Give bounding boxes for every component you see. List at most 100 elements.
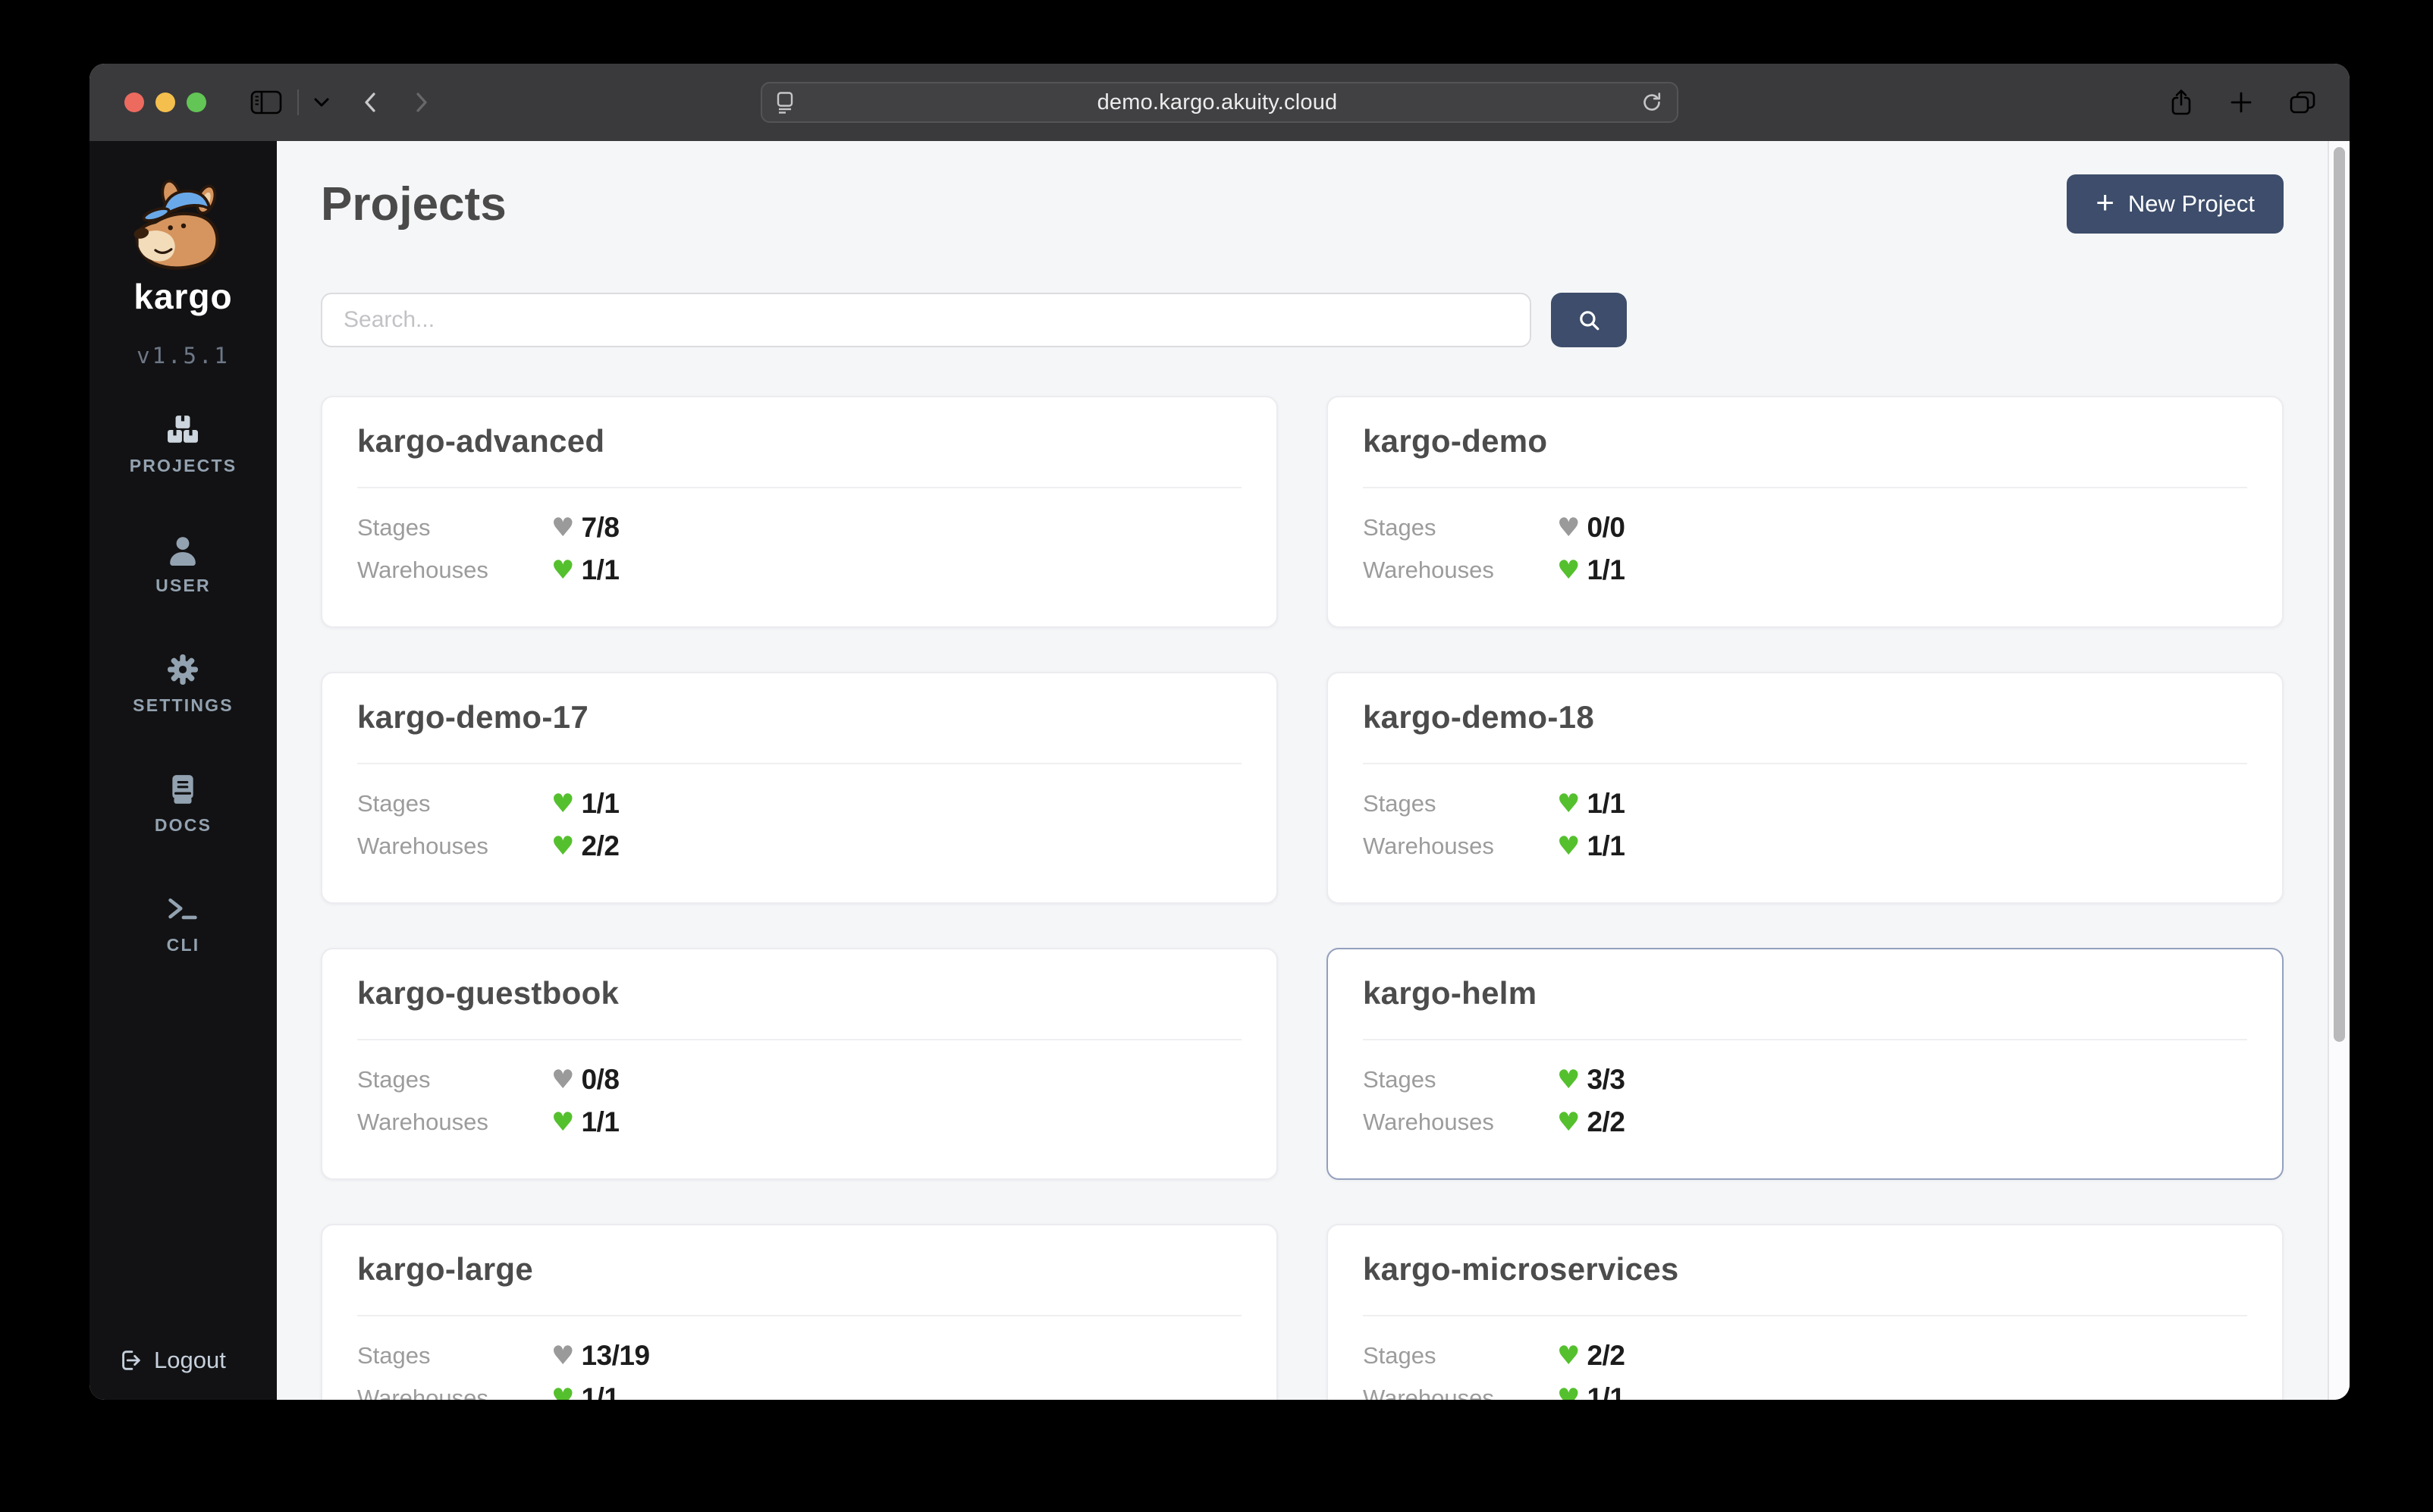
warehouses-stat: Warehouses ♥ 1/1 bbox=[357, 1101, 1242, 1143]
browser-window: demo.kargo.akuity.cloud bbox=[89, 64, 2350, 1400]
stages-stat: Stages ♥ 7/8 bbox=[357, 507, 1242, 549]
warehouses-label: Warehouses bbox=[1363, 833, 1494, 859]
projects-grid: kargo-advanced Stages ♥ 7/8 Warehouses ♥ 1… bbox=[321, 396, 2284, 1400]
heart-icon: ♥ bbox=[1557, 1341, 1581, 1371]
project-name: kargo-advanced bbox=[357, 423, 605, 459]
back-button[interactable] bbox=[364, 93, 376, 112]
user-icon bbox=[170, 537, 196, 566]
stages-label: Stages bbox=[357, 790, 431, 817]
stages-stat: Stages ♥ 0/0 bbox=[1363, 507, 2247, 549]
search-icon bbox=[1580, 311, 1600, 331]
app-body: kargo v1.5.1 PROJECTS bbox=[89, 141, 2350, 1400]
scrollbar-track[interactable] bbox=[2328, 141, 2350, 1400]
warehouses-stat: Warehouses ♥ 1/1 bbox=[1363, 549, 2247, 591]
stages-value: 0/8 bbox=[581, 1064, 620, 1095]
sidebar-item-cli[interactable]: CLI bbox=[167, 893, 200, 955]
heart-icon: ♥ bbox=[551, 555, 575, 585]
warehouses-stat: Warehouses ♥ 2/2 bbox=[1363, 1101, 2247, 1143]
sidebar-item-projects[interactable]: PROJECTS bbox=[130, 414, 237, 476]
warehouses-label: Warehouses bbox=[1363, 1385, 1494, 1400]
project-card[interactable]: kargo-microservices Stages ♥ 2/2 Warehous… bbox=[1326, 1224, 2284, 1400]
traffic-lights bbox=[124, 93, 206, 112]
sidebar-item-settings[interactable]: SETTINGS bbox=[133, 654, 234, 716]
warehouses-label: Warehouses bbox=[357, 1385, 488, 1400]
new-tab-button[interactable] bbox=[2230, 91, 2252, 114]
scrollbar-thumb[interactable] bbox=[2334, 147, 2345, 1042]
project-card[interactable]: kargo-advanced Stages ♥ 7/8 Warehouses ♥ 1… bbox=[321, 396, 1278, 628]
page-title: Projects bbox=[321, 177, 507, 231]
warehouses-label: Warehouses bbox=[357, 1109, 488, 1135]
sidebar-item-user[interactable]: USER bbox=[155, 534, 211, 596]
plus-icon bbox=[2231, 92, 2252, 113]
stages-stat: Stages ♥ 1/1 bbox=[1363, 783, 2247, 825]
sidebar-item-label: USER bbox=[155, 576, 211, 595]
project-name: kargo-helm bbox=[1363, 975, 1537, 1011]
project-card[interactable]: kargo-large Stages ♥ 13/19 Warehouses ♥ 1/… bbox=[321, 1224, 1278, 1400]
address-bar[interactable]: demo.kargo.akuity.cloud bbox=[761, 82, 1678, 123]
sidebar: kargo v1.5.1 PROJECTS bbox=[89, 141, 277, 1400]
page-header: Projects + New Project bbox=[321, 174, 2284, 234]
stages-stat: Stages ♥ 2/2 bbox=[1363, 1335, 2247, 1377]
card-divider bbox=[357, 1039, 1242, 1040]
new-project-button[interactable]: + New Project bbox=[2067, 174, 2284, 234]
reader-icon bbox=[777, 92, 793, 114]
chevron-left-icon bbox=[365, 93, 375, 112]
stages-label: Stages bbox=[1363, 514, 1436, 541]
heart-icon: ♥ bbox=[1557, 1383, 1581, 1400]
kargo-logo[interactable]: kargo bbox=[127, 179, 240, 317]
toolbar-right bbox=[2169, 64, 2316, 141]
sidebar-item-label: DOCS bbox=[154, 815, 212, 835]
forward-button[interactable] bbox=[416, 93, 428, 112]
warehouses-label: Warehouses bbox=[357, 557, 488, 583]
warehouses-label: Warehouses bbox=[1363, 1109, 1494, 1135]
gear-icon bbox=[168, 654, 199, 685]
chevron-down-icon bbox=[314, 98, 329, 107]
toolbar-left bbox=[250, 89, 428, 115]
project-card[interactable]: kargo-demo-18 Stages ♥ 1/1 Warehouses ♥ 1/… bbox=[1326, 672, 2284, 904]
sidebar-item-label: PROJECTS bbox=[129, 456, 237, 475]
stages-label: Stages bbox=[357, 1342, 431, 1369]
sidebar-item-docs[interactable]: DOCS bbox=[155, 773, 212, 836]
warehouses-value: 2/2 bbox=[581, 830, 620, 861]
sidebar-item-label: CLI bbox=[166, 935, 200, 955]
tab-overview-icon bbox=[2290, 91, 2315, 114]
card-divider bbox=[1363, 1039, 2247, 1040]
heart-icon: ♥ bbox=[551, 1065, 575, 1095]
warehouses-value: 1/1 bbox=[581, 1382, 620, 1400]
sidebar-menu-chevron-button[interactable] bbox=[314, 98, 329, 107]
heart-icon: ♥ bbox=[551, 513, 575, 543]
minimize-button[interactable] bbox=[155, 93, 175, 112]
logout-button[interactable]: Logout bbox=[118, 1347, 226, 1374]
warehouses-value: 1/1 bbox=[1587, 1382, 1625, 1400]
stages-value: 7/8 bbox=[581, 512, 620, 543]
terminal-icon bbox=[168, 898, 198, 920]
sidebar-toggle-button[interactable] bbox=[250, 90, 282, 114]
heart-icon: ♥ bbox=[551, 789, 575, 819]
stages-value: 2/2 bbox=[1587, 1340, 1625, 1371]
close-button[interactable] bbox=[124, 93, 144, 112]
stages-stat: Stages ♥ 3/3 bbox=[1363, 1059, 2247, 1101]
share-icon bbox=[2171, 89, 2191, 115]
search-input[interactable] bbox=[321, 293, 1531, 347]
tab-overview-button[interactable] bbox=[2289, 90, 2316, 114]
warehouses-stat: Warehouses ♥ 1/1 bbox=[1363, 1377, 2247, 1400]
browser-titlebar: demo.kargo.akuity.cloud bbox=[89, 64, 2350, 141]
zoom-button[interactable] bbox=[187, 93, 206, 112]
share-button[interactable] bbox=[2169, 88, 2193, 117]
toolbar-separator bbox=[297, 89, 299, 115]
project-card[interactable]: kargo-helm Stages ♥ 3/3 Warehouses ♥ 2/2 bbox=[1326, 948, 2284, 1180]
project-card[interactable]: kargo-guestbook Stages ♥ 0/8 Warehouses ♥… bbox=[321, 948, 1278, 1180]
logout-label: Logout bbox=[154, 1347, 226, 1373]
logout-icon bbox=[122, 1350, 140, 1370]
heart-icon: ♥ bbox=[1557, 1065, 1581, 1095]
project-name: kargo-large bbox=[357, 1251, 534, 1287]
card-divider bbox=[357, 1315, 1242, 1316]
search-button[interactable] bbox=[1551, 293, 1627, 347]
reload-icon[interactable] bbox=[1640, 91, 1663, 114]
warehouses-stat: Warehouses ♥ 1/1 bbox=[357, 549, 1242, 591]
project-card[interactable]: kargo-demo-17 Stages ♥ 1/1 Warehouses ♥ 2/… bbox=[321, 672, 1278, 904]
card-divider bbox=[357, 487, 1242, 488]
stages-label: Stages bbox=[357, 514, 431, 541]
heart-icon: ♥ bbox=[551, 1107, 575, 1137]
project-card[interactable]: kargo-demo Stages ♥ 0/0 Warehouses ♥ 1/1 bbox=[1326, 396, 2284, 628]
